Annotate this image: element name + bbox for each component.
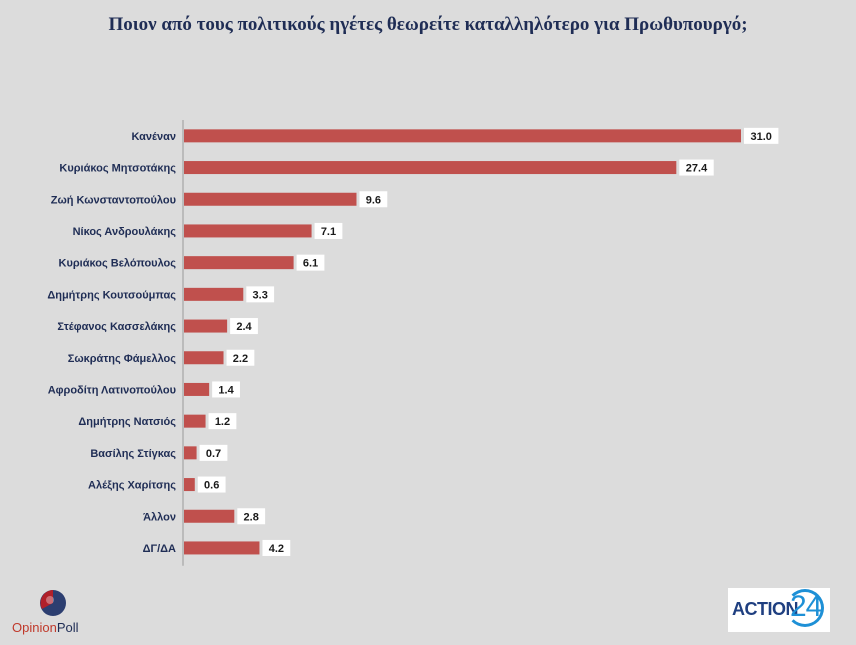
data-label: 4.2: [269, 543, 284, 555]
data-label-box: [226, 349, 255, 366]
opinionpoll-wordmark: OpinionPoll: [12, 620, 96, 635]
data-label-box: [246, 286, 275, 303]
data-label: 27.4: [686, 163, 708, 175]
data-label: 7.1: [321, 226, 336, 238]
action24-ring-icon: [786, 589, 824, 627]
bar: [184, 256, 294, 270]
data-label-box: [230, 318, 258, 335]
bar: [184, 351, 224, 365]
bar: [184, 319, 228, 333]
category-label: ΔΓ/ΔΑ: [143, 543, 176, 555]
data-label-box: [744, 127, 779, 144]
category-label: Άλλον: [143, 511, 176, 523]
category-label: Δημήτρης Κουτσούμπας: [47, 289, 176, 301]
data-label-box: [314, 222, 343, 239]
data-label: 1.4: [218, 384, 234, 396]
opinionpoll-word-1: Opinion: [12, 620, 57, 635]
data-label-box: [296, 254, 325, 271]
opinionpoll-word-2: Poll: [56, 620, 79, 635]
data-label: 0.7: [206, 448, 221, 460]
category-label: Νίκος Ανδρουλάκης: [73, 226, 177, 238]
category-label: Αλέξης Χαρίτσης: [88, 480, 176, 492]
data-label: 6.1: [303, 258, 318, 270]
data-label: 2.2: [233, 353, 248, 365]
opinionpoll-logo: OpinionPoll: [12, 588, 96, 638]
data-label: 9.6: [366, 194, 381, 206]
action24-logo: ACTION 24: [728, 588, 830, 632]
data-label: 0.6: [204, 480, 219, 492]
action24-word: ACTION: [732, 599, 799, 619]
category-label: Βασίλης Στίγκας: [90, 448, 176, 460]
data-label-box: [199, 444, 228, 461]
data-label-box: [197, 476, 226, 493]
category-label: Κυριάκος Βελόπουλος: [59, 258, 177, 270]
bars-group: Κανέναν 31.0 Κυριάκος Μητσοτάκης 27.4 Ζωή Κω…: [47, 127, 779, 556]
bar: [184, 509, 235, 523]
data-label-box: [212, 381, 240, 398]
bar: [184, 224, 312, 238]
data-label: 2.4: [236, 321, 252, 333]
data-label: 3.3: [253, 289, 268, 301]
category-label: Δημήτρης Νατσιός: [78, 416, 176, 428]
opinionpoll-globe-icon: [40, 590, 66, 616]
category-label: Αφροδίτη Λατινοπούλου: [48, 384, 176, 396]
bar: [184, 414, 206, 428]
data-label-box: [208, 413, 237, 430]
bar: [184, 382, 210, 396]
data-label-box: [359, 191, 388, 208]
category-label: Κυριάκος Μητσοτάκης: [59, 163, 176, 175]
bar: [184, 287, 244, 301]
data-label: 31.0: [750, 131, 771, 143]
bar: [184, 541, 260, 555]
category-label: Ζωή Κωνσταντοπούλου: [51, 194, 176, 206]
bar: [184, 478, 195, 492]
data-label-box: [679, 159, 714, 176]
category-label: Κανέναν: [131, 131, 176, 143]
bar: [184, 192, 357, 206]
data-label: 1.2: [215, 416, 230, 428]
bar: [184, 161, 677, 175]
category-label: Στέφανος Κασσελάκης: [57, 321, 176, 333]
action24-number: 24: [790, 590, 822, 623]
chart-title: Ποιον από τους πολιτικούς ηγέτες θεωρείτ…: [108, 14, 748, 35]
bar: [184, 129, 741, 143]
category-label: Σωκράτης Φάμελλος: [68, 353, 177, 365]
data-label-box: [237, 508, 266, 525]
bar: [184, 446, 197, 460]
data-label: 2.8: [244, 511, 259, 523]
data-label-box: [262, 539, 291, 556]
